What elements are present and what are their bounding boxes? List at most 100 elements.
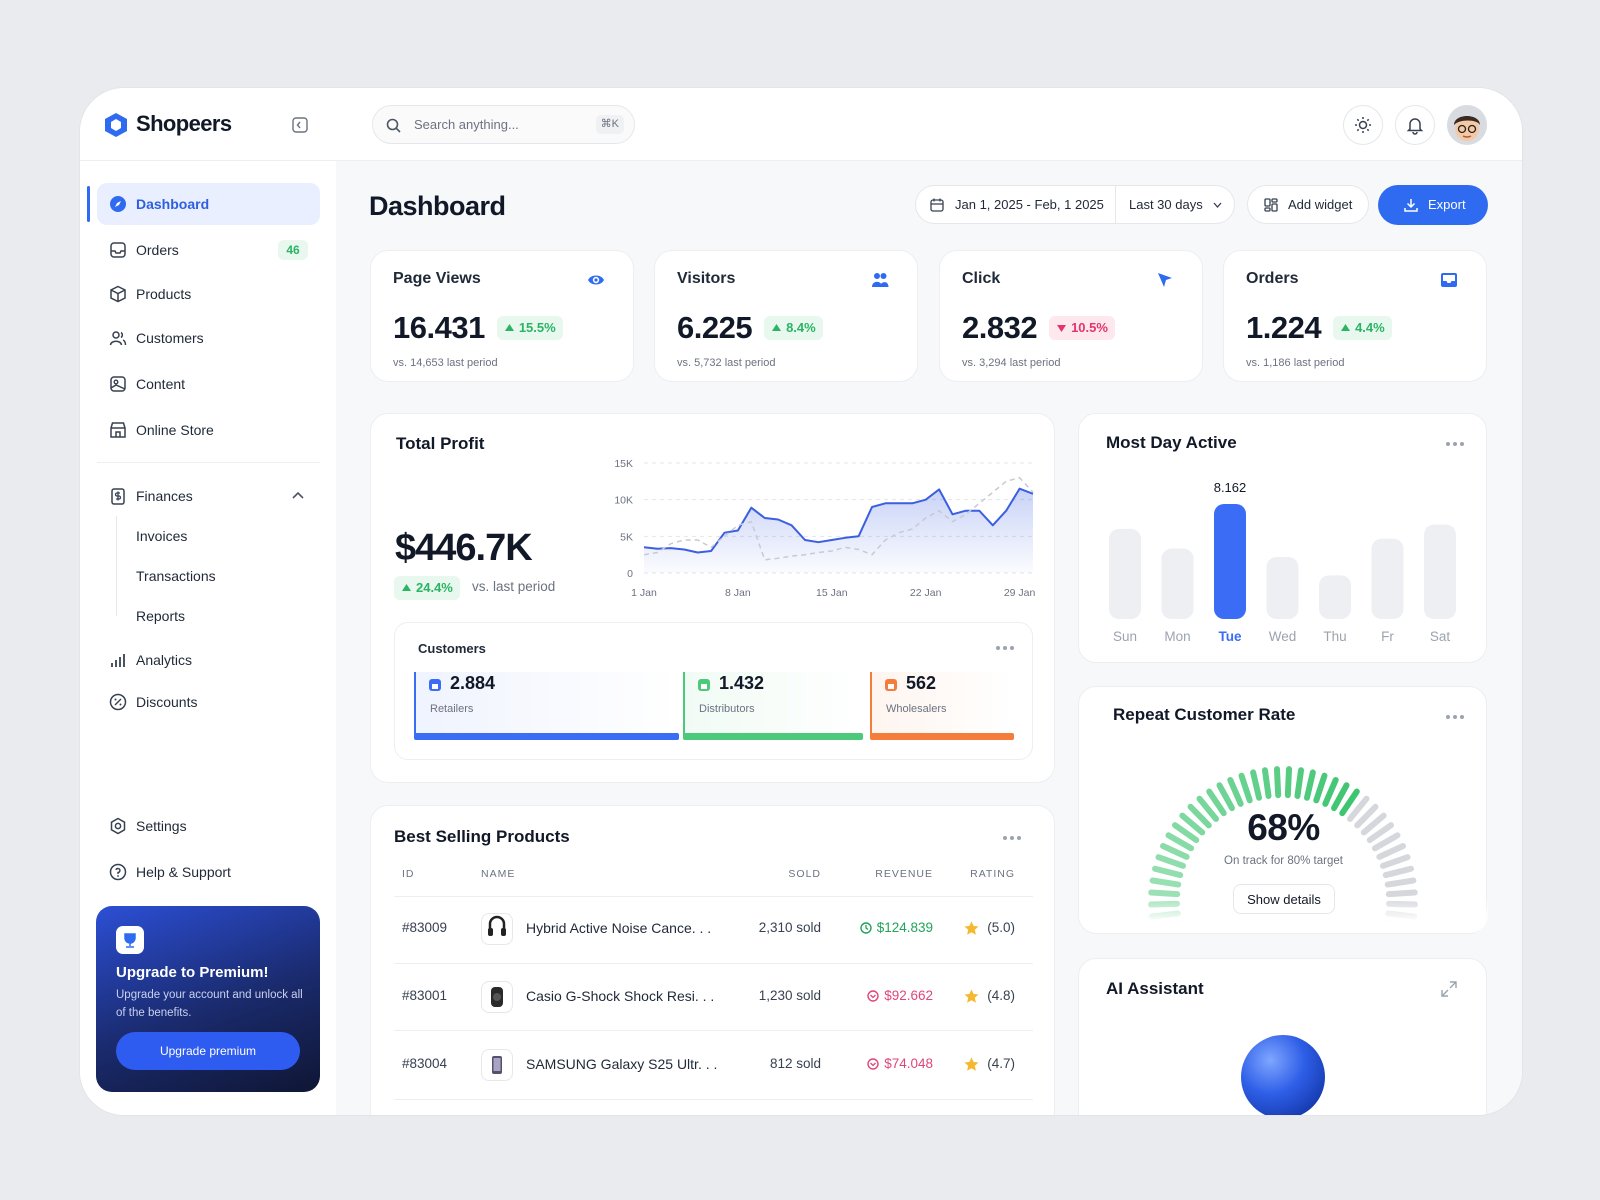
- x-tick-label: Sun: [1113, 629, 1137, 644]
- brand-name: Shopeers: [136, 111, 232, 136]
- search-box[interactable]: Search anything... ⌘K: [372, 105, 635, 144]
- nav-item[interactable]: Content: [97, 363, 320, 405]
- period-select[interactable]: Last 30 days: [1129, 197, 1203, 212]
- segment-bar: [870, 733, 1014, 740]
- x-tick-label: 8 Jan: [725, 587, 751, 599]
- nav-item[interactable]: Analytics: [97, 639, 320, 681]
- promo-text: Upgrade your account and unlock all of t…: [116, 989, 303, 1019]
- calendar-icon-part: [930, 199, 944, 212]
- arrow-up-part: [1341, 324, 1351, 331]
- date-range: Jan 1, 2025 - Feb, 1 2025: [955, 197, 1104, 212]
- product-image-part: [493, 1058, 501, 1071]
- gauge-tick-active: [1294, 767, 1305, 799]
- x-tick-label: 22 Jan: [910, 587, 942, 599]
- segment-label: Retailers: [430, 703, 474, 715]
- nav-item[interactable]: Dashboard: [97, 183, 320, 225]
- cell-id: #83004: [402, 1056, 448, 1071]
- avatar[interactable]: [1447, 105, 1487, 145]
- promo-card: Upgrade to Premium! Upgrade your account …: [96, 906, 320, 1092]
- nav-group[interactable]: Finances: [97, 475, 320, 517]
- nav-item[interactable]: Orders 46: [97, 229, 320, 271]
- stat-icon-part: [872, 281, 889, 287]
- gauge-tick-active: [1322, 776, 1339, 807]
- nav-item[interactable]: Discounts: [97, 681, 320, 723]
- segment-bg: [416, 672, 679, 738]
- rating-star-part: [964, 921, 979, 935]
- nav-subitem[interactable]: Transactions: [136, 568, 216, 584]
- more-menu-part: [1460, 442, 1464, 446]
- promo-icon: [116, 926, 144, 954]
- cell-revenue: $124.839: [823, 920, 933, 935]
- product-thumb: [481, 913, 513, 945]
- chevron-up-part: [292, 491, 304, 499]
- profit-compare: vs. last period: [472, 579, 556, 594]
- bar: [1214, 504, 1246, 619]
- nav-item[interactable]: Settings: [97, 805, 320, 847]
- stat-compare: vs. 14,653 last period: [393, 357, 498, 369]
- nav-icon-part: [109, 340, 123, 346]
- export-button[interactable]: Export: [1378, 185, 1488, 225]
- app-window: Shopeers Dashboard Orders 46 Products Custome…: [80, 88, 1522, 1115]
- main-area: Search anything... ⌘K Dashboard Jan 1, 2025…: [336, 88, 1522, 1115]
- stat-card: Visitors 6.225 8.4% vs. 5,732 last period: [654, 250, 918, 382]
- card-title: Repeat Customer Rate: [1113, 705, 1296, 724]
- nav-icon-part: [109, 863, 127, 881]
- date-filter[interactable]: Jan 1, 2025 - Feb, 1 2025 Last 30 days: [915, 185, 1235, 224]
- header-divider: [80, 160, 336, 161]
- calendar-icon: [930, 198, 944, 212]
- show-details-button[interactable]: Show details: [1233, 884, 1335, 914]
- more-menu: [1003, 836, 1021, 840]
- rating-star: [964, 1057, 979, 1071]
- nav-item[interactable]: Help & Support: [97, 851, 320, 893]
- cell-revenue: $92.662: [823, 988, 933, 1003]
- add-widget-button[interactable]: Add widget: [1247, 185, 1369, 224]
- gauge-tick: [1382, 865, 1414, 879]
- notifications[interactable]: [1395, 105, 1435, 145]
- widget-icon-part: [1271, 198, 1278, 203]
- more-menu-part: [1446, 442, 1450, 446]
- nav-icon-part: [110, 376, 126, 392]
- nav-icon: [110, 242, 126, 258]
- nav-icon: [110, 817, 126, 835]
- promo-button[interactable]: Upgrade premium: [116, 1032, 300, 1070]
- customers-box: Customers 2.884 Retailers 1.432 Distributors…: [394, 622, 1033, 760]
- nav-icon-part: [110, 285, 126, 303]
- export-label: Export: [1428, 197, 1466, 212]
- column-header: REVENUE: [875, 868, 933, 880]
- nav-subitem[interactable]: Reports: [136, 608, 186, 624]
- nav-icon-part: [112, 331, 120, 339]
- product-image-part: [488, 928, 493, 936]
- nav-icon: [110, 196, 126, 212]
- nav-icon-part: [114, 698, 117, 701]
- chevron-down: [1213, 202, 1222, 208]
- gauge-tick: [1354, 803, 1379, 829]
- theme-toggle[interactable]: [1343, 105, 1383, 145]
- stat-icon: [1158, 273, 1172, 287]
- nav-icon-part: [109, 693, 127, 711]
- gauge-tick-active: [1171, 822, 1200, 844]
- promo-title: Upgrade to Premium!: [116, 964, 269, 981]
- card-title: AI Assistant: [1106, 979, 1204, 998]
- revenue-trend-icon-part: [865, 924, 869, 930]
- cell-sold: 812 sold: [769, 1056, 821, 1071]
- x-tick-label: 29 Jan: [1004, 587, 1036, 599]
- x-tick-label: Wed: [1269, 629, 1297, 644]
- bar-chart: Sun Mon Tue 8.162 Wed Thu Fr Sat: [1109, 480, 1456, 644]
- revenue-trend-icon-part: [870, 1062, 877, 1066]
- revenue-value: $124.839: [876, 920, 933, 935]
- gauge-tick-active: [1206, 788, 1227, 817]
- nav-item[interactable]: Customers: [97, 317, 320, 359]
- stat-label: Orders: [1246, 270, 1299, 287]
- gauge-tick-active: [1261, 767, 1272, 799]
- nav-label: Dashboard: [136, 196, 210, 212]
- nav-subitem[interactable]: Invoices: [136, 528, 188, 544]
- arrow-up: [402, 584, 411, 591]
- total-profit-card: Total Profit $446.7K 24.4% vs. last period 0…: [370, 413, 1055, 783]
- line-chart: 0 5K 10K 15K 1 Jan 8 Jan 15 Jan 22 Jan 29 Jan: [614, 458, 1036, 599]
- gauge-tick: [1379, 854, 1411, 869]
- nav-item[interactable]: Products: [97, 273, 320, 315]
- nav-label: Analytics: [136, 652, 193, 668]
- gauge-tick-active: [1313, 772, 1328, 804]
- nav-icon-part: [111, 654, 125, 667]
- nav-item[interactable]: Online Store: [97, 409, 320, 451]
